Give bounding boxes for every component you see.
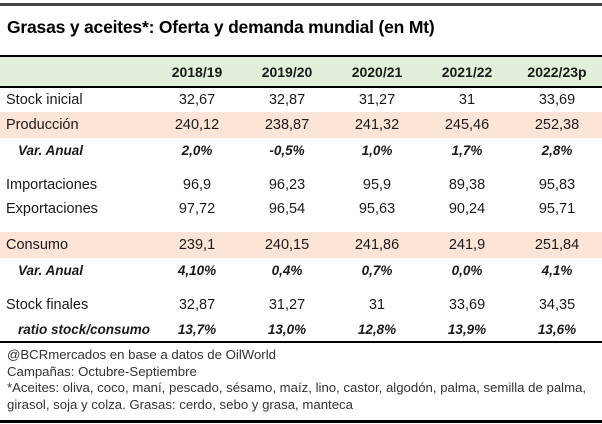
table-cell: 2,0% — [181, 142, 213, 158]
campaign-note: Campañas: Octubre-Septiembre — [7, 363, 197, 379]
table-cell: -0,5% — [269, 142, 305, 158]
table-cell: 33,69 — [538, 92, 576, 108]
table-cell: 89,38 — [448, 177, 486, 193]
spacer-row — [0, 282, 602, 293]
table-cell: 13,7% — [177, 321, 217, 337]
column-header: 2021/22 — [422, 56, 512, 87]
table-cell: 90,24 — [448, 201, 486, 217]
table-cell: 241,86 — [332, 232, 422, 258]
row-label: Var. Anual — [18, 142, 84, 158]
row-label: Var. Anual — [18, 262, 84, 278]
table-cell: 0,0% — [451, 262, 483, 278]
table-row: Producción 240,12 238,87 241,32 245,46 252,38 — [0, 112, 602, 138]
supply-demand-table: 2018/19 2019/20 2020/21 2021/22 2022/23p Sto… — [0, 55, 602, 343]
table-row: Consumo 239,1 240,15 241,86 241,9 251,84 — [0, 232, 602, 258]
table-cell: 12,8% — [357, 321, 397, 337]
footnote: *Aceites: oliva, coco, maní, pescado, sé… — [7, 380, 587, 412]
table-cell: 95,63 — [358, 201, 396, 217]
spacer-cell — [0, 221, 602, 232]
table-cell: 1,7% — [451, 142, 483, 158]
table-row: Var. Anual 4,10% 0,4% 0,7% 0,0% 4,1% — [0, 258, 602, 282]
spacer-cell — [0, 162, 602, 173]
table-cell: 96,23 — [268, 177, 306, 193]
table-head: 2018/19 2019/20 2020/21 2021/22 2022/23p — [0, 56, 602, 87]
table-cell: 96,9 — [182, 177, 212, 193]
table-cell: 32,67 — [178, 92, 216, 108]
table-head-row: 2018/19 2019/20 2020/21 2021/22 2022/23p — [0, 56, 602, 87]
table-row: Stock finales 32,87 31,27 31 33,69 34,35 — [0, 293, 602, 317]
table-cell: 95,9 — [362, 177, 392, 193]
row-label: Producción — [0, 112, 152, 138]
table-cell: 239,1 — [152, 232, 242, 258]
table-body: Stock inicial 32,67 32,87 31,27 31 33,69 Produ… — [0, 87, 602, 342]
column-header: 2022/23p — [512, 56, 602, 87]
bottom-rule — [0, 420, 602, 423]
table-row: ratio stock/consumo 13,7% 13,0% 12,8% 13,9% 1… — [0, 317, 602, 342]
table-cell: 31,27 — [268, 297, 306, 313]
table-cell: 33,69 — [448, 297, 486, 313]
row-label: Consumo — [0, 232, 152, 258]
footer: @BCRmercados en base a datos de OilWorld… — [0, 343, 602, 413]
table-cell: 0,4% — [271, 262, 303, 278]
table-cell: 241,9 — [422, 232, 512, 258]
spacer-row — [0, 162, 602, 173]
table-cell: 97,72 — [178, 201, 216, 217]
table-row: Importaciones 96,9 96,23 95,9 89,38 95,83 — [0, 173, 602, 197]
table-cell: 32,87 — [178, 297, 216, 313]
table-cell: 95,71 — [538, 201, 576, 217]
table-cell: 95,83 — [538, 177, 576, 193]
table-cell: 34,35 — [538, 297, 576, 313]
table-cell: 241,32 — [332, 112, 422, 138]
spacer-row — [0, 221, 602, 232]
table-cell: 96,54 — [268, 201, 306, 217]
column-header-empty — [0, 56, 152, 87]
table-cell: 238,87 — [242, 112, 332, 138]
row-label: Stock finales — [6, 297, 89, 313]
table-cell: 0,7% — [361, 262, 393, 278]
table-cell: 251,84 — [512, 232, 602, 258]
table-row: Var. Anual 2,0% -0,5% 1,0% 1,7% 2,8% — [0, 138, 602, 162]
table-cell: 31,27 — [358, 92, 396, 108]
table-cell: 4,10% — [177, 262, 217, 278]
table-cell: 2,8% — [541, 142, 573, 158]
table-row: Stock inicial 32,67 32,87 31,27 31 33,69 — [0, 87, 602, 112]
table-cell: 13,6% — [537, 321, 577, 337]
column-header: 2018/19 — [152, 56, 242, 87]
table-cell: 13,9% — [447, 321, 487, 337]
column-header: 2019/20 — [242, 56, 332, 87]
table-cell: 240,15 — [242, 232, 332, 258]
table-cell: 1,0% — [361, 142, 393, 158]
top-rule — [0, 3, 602, 6]
table-cell: 245,46 — [422, 112, 512, 138]
spacer-cell — [0, 282, 602, 293]
column-header: 2020/21 — [332, 56, 422, 87]
table-cell: 32,87 — [268, 92, 306, 108]
row-label: ratio stock/consumo — [18, 321, 151, 337]
row-label: Exportaciones — [6, 201, 98, 217]
table-row: Exportaciones 97,72 96,54 95,63 90,24 95,71 — [0, 197, 602, 221]
source-credit: @BCRmercados en base a datos de OilWorld — [7, 347, 276, 362]
row-label: Importaciones — [6, 177, 98, 193]
table-cell: 252,38 — [512, 112, 602, 138]
table-cell: 31 — [458, 92, 476, 108]
table-cell: 4,1% — [541, 262, 573, 278]
table-cell: 13,0% — [267, 321, 307, 337]
page-title: Grasas y aceites*: Oferta y demanda mund… — [7, 17, 435, 37]
table-cell: 31 — [368, 297, 386, 313]
row-label: Stock inicial — [6, 92, 83, 108]
table-cell: 240,12 — [152, 112, 242, 138]
